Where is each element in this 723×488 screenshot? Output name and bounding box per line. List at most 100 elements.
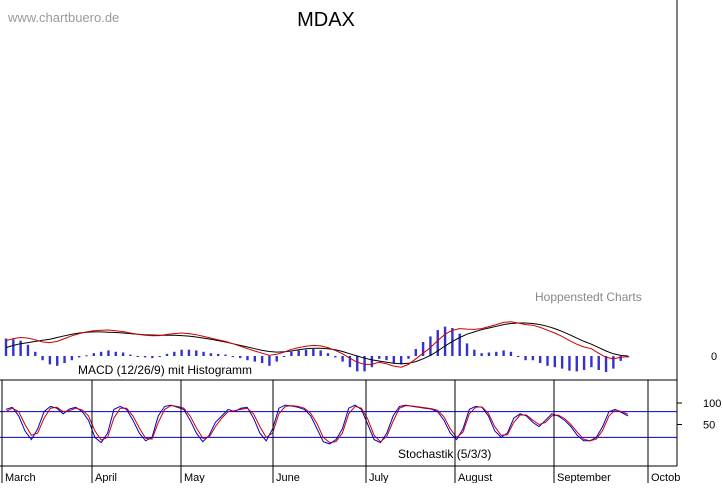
macd-histogram-bar bbox=[114, 351, 117, 356]
macd-histogram-bar bbox=[443, 326, 447, 356]
macd-histogram-bar bbox=[392, 356, 396, 363]
macd-histogram-bar bbox=[531, 356, 535, 361]
macd-histogram-bar bbox=[48, 356, 52, 365]
macd-histogram-bar bbox=[334, 356, 337, 358]
macd-histogram-bar bbox=[253, 356, 256, 362]
macd-histogram-bar bbox=[421, 342, 425, 356]
macd-histogram-bar bbox=[356, 356, 359, 372]
macd-histogram-bar bbox=[465, 343, 469, 356]
macd-histogram-bar bbox=[136, 356, 139, 357]
macd-histogram-bar bbox=[158, 356, 161, 357]
x-tick-label: March bbox=[5, 472, 36, 483]
macd-histogram-bar bbox=[290, 351, 293, 356]
credit-label: Hoppenstedt Charts bbox=[535, 290, 642, 304]
macd-histogram-bar bbox=[19, 340, 22, 356]
macd-label: MACD (12/26/9) mit Histogramm bbox=[78, 363, 252, 377]
macd-histogram-bar bbox=[604, 356, 608, 373]
stoch-label: Stochastik (5/3/3) bbox=[398, 447, 491, 461]
macd-histogram-bar bbox=[480, 353, 483, 356]
macd-histogram-bar bbox=[304, 349, 308, 356]
macd-histogram-bar bbox=[619, 356, 622, 361]
macd-histogram-bar bbox=[538, 356, 542, 363]
macd-histogram-bar bbox=[429, 336, 432, 356]
macd-histogram-bar bbox=[151, 356, 154, 359]
stoch-y-tick-label: 50 bbox=[703, 420, 715, 432]
macd-histogram-bar bbox=[268, 356, 271, 366]
macd-histogram-bar bbox=[165, 353, 169, 356]
macd-histogram-bar bbox=[436, 330, 439, 356]
x-tick-label: June bbox=[276, 472, 300, 483]
macd-histogram-bar bbox=[399, 356, 403, 365]
macd-histogram-bar bbox=[129, 354, 132, 356]
macd-histogram-bar bbox=[363, 356, 366, 372]
x-tick-label: May bbox=[184, 472, 205, 483]
x-tick-label: April bbox=[95, 472, 117, 483]
macd-histogram-bar bbox=[575, 356, 578, 372]
macd-histogram-bar bbox=[407, 356, 410, 359]
macd-histogram-bar bbox=[217, 353, 220, 356]
macd-histogram-bar bbox=[56, 356, 59, 366]
macd-histogram-bar bbox=[173, 351, 176, 356]
x-tick-label: July bbox=[369, 472, 389, 483]
macd-histogram-bar bbox=[231, 356, 235, 357]
macd-histogram-bar bbox=[238, 356, 242, 359]
macd-histogram-bar bbox=[34, 351, 37, 356]
x-tick-label: August bbox=[458, 472, 492, 483]
macd-histogram-bar bbox=[502, 350, 505, 356]
macd-histogram-bar bbox=[92, 353, 96, 356]
macd-histogram-bar bbox=[319, 350, 322, 356]
macd-histogram-bar bbox=[246, 356, 249, 361]
macd-histogram-bar bbox=[509, 351, 513, 356]
macd-histogram-bar bbox=[590, 356, 593, 368]
stoch-d-line bbox=[5, 405, 629, 444]
macd-histogram-bar bbox=[370, 356, 374, 368]
macd-y-tick-label: 0 bbox=[711, 351, 717, 363]
macd-histogram-bar bbox=[180, 349, 183, 356]
macd-histogram-bar bbox=[568, 356, 571, 371]
macd-histogram-bar bbox=[553, 356, 557, 368]
macd-histogram-bar bbox=[582, 356, 586, 370]
macd-histogram-bar bbox=[282, 356, 286, 357]
macd-histogram-bar bbox=[385, 356, 388, 361]
macd-histogram-bar bbox=[275, 356, 278, 362]
stoch-y-tick-label: 100 bbox=[703, 398, 721, 410]
macd-histogram-bar bbox=[121, 352, 125, 356]
macd-histogram-bar bbox=[495, 351, 498, 356]
macd-histogram-bar bbox=[77, 356, 81, 358]
macd-histogram-bar bbox=[107, 350, 110, 356]
macd-histogram-bar bbox=[26, 344, 30, 356]
macd-histogram-bar bbox=[487, 352, 491, 356]
macd-histogram-bar bbox=[143, 356, 147, 358]
macd-histogram-bar bbox=[99, 351, 103, 356]
macd-histogram-bar bbox=[187, 349, 191, 356]
watermark: www.chartbuero.de bbox=[7, 10, 119, 25]
macd-histogram-bar bbox=[326, 353, 330, 356]
x-tick-label: Octob bbox=[651, 472, 680, 483]
macd-histogram-bar bbox=[260, 356, 264, 363]
macd-histogram-bar bbox=[458, 333, 461, 356]
chart-title: MDAX bbox=[297, 9, 355, 31]
macd-histogram-bar bbox=[546, 356, 549, 366]
macd-histogram-bar bbox=[341, 356, 344, 362]
macd-histogram-bar bbox=[209, 353, 213, 356]
macd-histogram-bar bbox=[70, 356, 74, 361]
macd-histogram-bar bbox=[517, 356, 520, 357]
macd-histogram-bar bbox=[297, 350, 300, 356]
macd-histogram-bar bbox=[85, 355, 88, 357]
macd-histogram-bar bbox=[612, 356, 615, 369]
macd-histogram-bar bbox=[224, 354, 227, 356]
macd-histogram-bar bbox=[348, 356, 352, 368]
macd-histogram-bar bbox=[41, 356, 44, 361]
macd-histogram-bar bbox=[63, 356, 66, 363]
macd-signal-line bbox=[5, 322, 629, 365]
macd-histogram-bar bbox=[312, 349, 315, 356]
macd-line bbox=[5, 321, 629, 368]
macd-histogram-bar bbox=[195, 350, 198, 356]
macd-histogram-bar bbox=[473, 349, 476, 356]
macd-histogram-bar bbox=[12, 339, 15, 356]
macd-histogram-bar bbox=[202, 351, 205, 356]
macd-histogram-bar bbox=[378, 356, 381, 359]
macd-histogram-bar bbox=[524, 356, 527, 361]
